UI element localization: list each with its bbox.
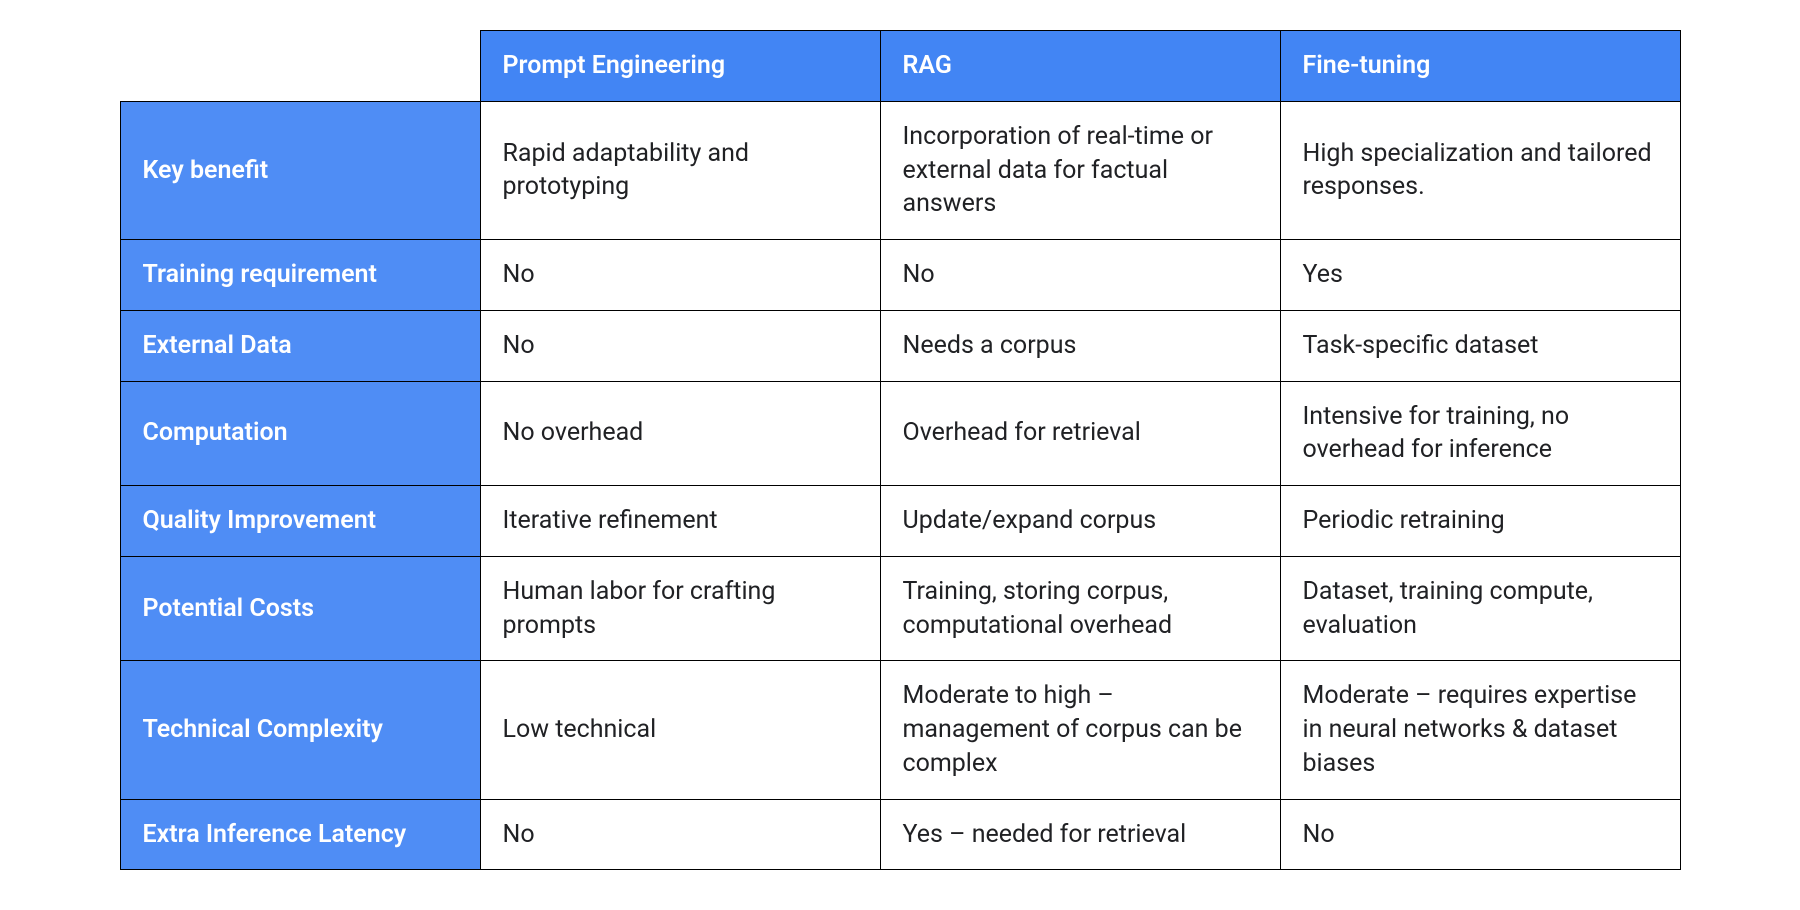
table-row: Technical Complexity Low technical Moder… — [120, 661, 1680, 799]
table-header-row: Prompt Engineering RAG Fine-tuning — [120, 31, 1680, 102]
table-row: Extra Inference Latency No Yes – needed … — [120, 799, 1680, 870]
table-cell: Moderate to high – management of corpus … — [880, 661, 1280, 799]
row-header: Computation — [120, 381, 480, 486]
table-cell: No — [480, 240, 880, 311]
table-cell: No — [1280, 799, 1680, 870]
table-cell: Low technical — [480, 661, 880, 799]
table-cell: Yes – needed for retrieval — [880, 799, 1280, 870]
table-cell: Periodic retraining — [1280, 486, 1680, 557]
table-cell: No — [480, 799, 880, 870]
comparison-table: Prompt Engineering RAG Fine-tuning Key b… — [120, 30, 1681, 870]
table-cell: Moderate – requires expertise in neural … — [1280, 661, 1680, 799]
table-cell: No — [880, 240, 1280, 311]
col-header-prompt-engineering: Prompt Engineering — [480, 31, 880, 102]
table-cell: Yes — [1280, 240, 1680, 311]
table-cell: Rapid adaptability and prototyping — [480, 101, 880, 239]
row-header: Potential Costs — [120, 556, 480, 661]
row-header: Training requirement — [120, 240, 480, 311]
row-header: Key benefit — [120, 101, 480, 239]
row-header: Extra Inference Latency — [120, 799, 480, 870]
table-row: Training requirement No No Yes — [120, 240, 1680, 311]
row-header: External Data — [120, 310, 480, 381]
table-cell: Incorporation of real-time or external d… — [880, 101, 1280, 239]
row-header: Quality Improvement — [120, 486, 480, 557]
table-corner-empty — [120, 31, 480, 102]
table-row: Key benefit Rapid adaptability and proto… — [120, 101, 1680, 239]
table-cell: No — [480, 310, 880, 381]
table-row: Computation No overhead Overhead for ret… — [120, 381, 1680, 486]
col-header-fine-tuning: Fine-tuning — [1280, 31, 1680, 102]
table-cell: Training, storing corpus, computational … — [880, 556, 1280, 661]
table-row: Potential Costs Human labor for crafting… — [120, 556, 1680, 661]
table-row: Quality Improvement Iterative refinement… — [120, 486, 1680, 557]
table-cell: No overhead — [480, 381, 880, 486]
table-cell: Dataset, training compute, evaluation — [1280, 556, 1680, 661]
table-row: External Data No Needs a corpus Task-spe… — [120, 310, 1680, 381]
col-header-rag: RAG — [880, 31, 1280, 102]
table-cell: Iterative refinement — [480, 486, 880, 557]
table-cell: Needs a corpus — [880, 310, 1280, 381]
table-cell: Task-specific dataset — [1280, 310, 1680, 381]
row-header: Technical Complexity — [120, 661, 480, 799]
table-cell: Overhead for retrieval — [880, 381, 1280, 486]
table-cell: High specialization and tailored respons… — [1280, 101, 1680, 239]
table-cell: Intensive for training, no overhead for … — [1280, 381, 1680, 486]
table-cell: Human labor for crafting prompts — [480, 556, 880, 661]
table-cell: Update/expand corpus — [880, 486, 1280, 557]
